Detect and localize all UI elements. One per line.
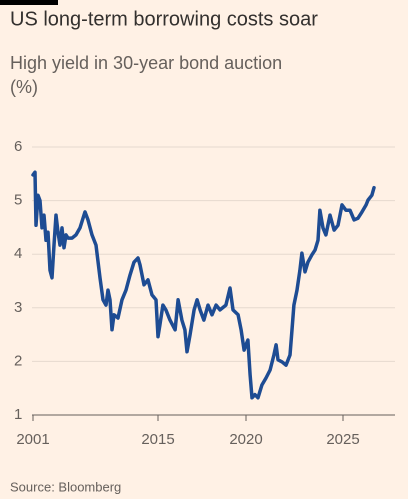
x-tick-label: 2020 (229, 431, 262, 448)
x-tick-label: 2015 (141, 431, 174, 448)
y-tick-label: 3 (14, 299, 22, 316)
y-tick-label: 4 (14, 245, 22, 262)
y-tick-label: 5 (14, 192, 22, 209)
y-tick-label: 1 (14, 406, 22, 423)
x-tick-label: 2001 (16, 431, 49, 448)
chart-subtitle: (%) (10, 77, 38, 97)
y-tick-label: 2 (14, 352, 22, 369)
x-tick-label: 2025 (326, 431, 359, 448)
chart-subtitle: High yield in 30-year bond auction (10, 53, 282, 73)
brand-bar (0, 0, 58, 5)
source: Source: Bloomberg (10, 479, 121, 494)
y-tick-label: 6 (14, 138, 22, 155)
chart-title: US long-term borrowing costs soar (10, 8, 318, 30)
data-line (31, 170, 376, 400)
